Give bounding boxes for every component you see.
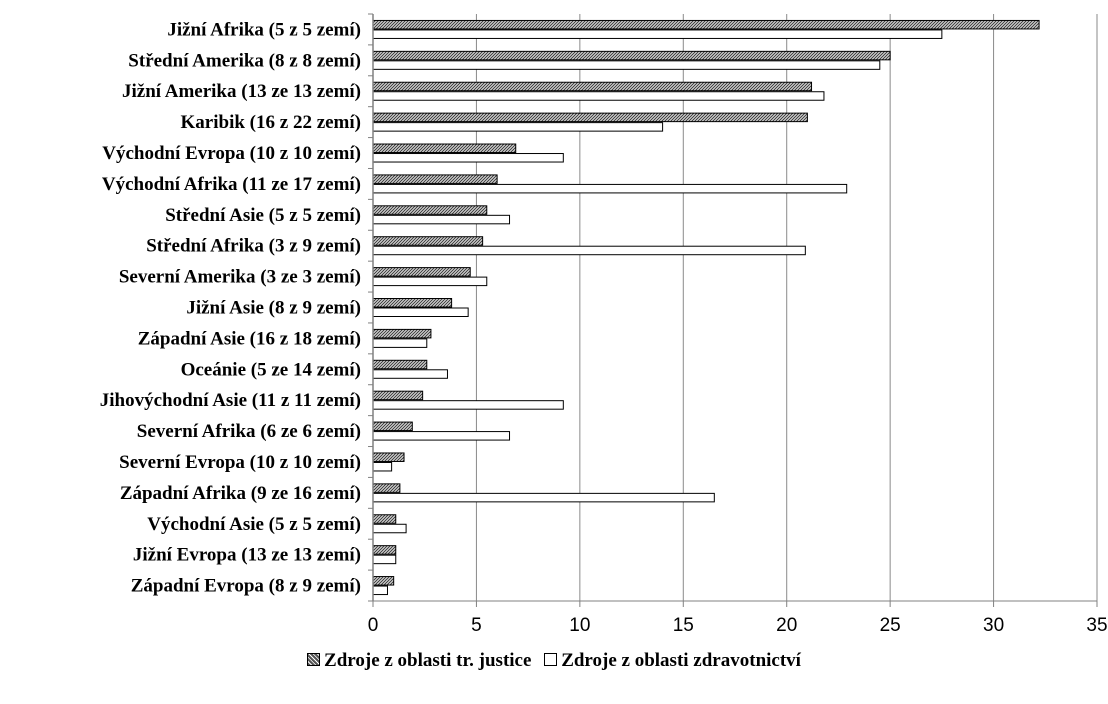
bar-justice bbox=[372, 19, 1040, 30]
bar-justice bbox=[372, 81, 813, 92]
bars-layer bbox=[372, 19, 1040, 596]
category-label: Východní Afrika (11 ze 17 zemí) bbox=[102, 174, 361, 195]
bar-health bbox=[372, 183, 848, 194]
x-tick-label: 10 bbox=[569, 615, 590, 636]
category-label: Západní Afrika (9 ze 16 zemí) bbox=[120, 483, 361, 504]
x-tick-label: 30 bbox=[983, 615, 1004, 636]
legend: Zdroje z oblasti tr. justice Zdroje z ob… bbox=[0, 650, 1108, 672]
bar-justice bbox=[372, 483, 401, 493]
bar-justice bbox=[372, 205, 488, 215]
bar-health bbox=[372, 214, 511, 225]
category-label: Východní Evropa (10 z 10 zemí) bbox=[102, 143, 361, 164]
bar-justice bbox=[372, 514, 397, 524]
bar-justice bbox=[372, 298, 453, 308]
bar-health bbox=[372, 554, 397, 565]
bar-justice bbox=[372, 421, 413, 432]
grid-layer bbox=[475, 14, 1098, 601]
bar-health bbox=[372, 153, 564, 163]
bar-justice bbox=[372, 576, 395, 586]
category-label: Jihovýchodní Asie (11 z 11 zemí) bbox=[100, 390, 361, 411]
bar-health bbox=[372, 307, 469, 317]
bar-health bbox=[372, 492, 715, 503]
bar-justice bbox=[372, 359, 428, 370]
x-tick-label: 15 bbox=[673, 615, 694, 636]
category-label: Severní Evropa (10 z 10 zemí) bbox=[119, 452, 361, 473]
category-label: Jižní Asie (8 z 9 zemí) bbox=[186, 298, 361, 319]
category-label: Západní Asie (16 z 18 zemí) bbox=[138, 328, 361, 349]
bar-health bbox=[372, 122, 664, 132]
bar-health bbox=[372, 523, 407, 534]
legend-label-justice: Zdroje z oblasti tr. justice bbox=[324, 650, 532, 671]
bar-health bbox=[372, 400, 564, 410]
labels-layer: 0 5 10 15 20 25 30 35 Jižní Afrika (5 z 5 zemí) S… bbox=[100, 19, 1108, 636]
bar-health bbox=[372, 60, 881, 70]
category-label: Oceánie (5 ze 14 zemí) bbox=[181, 359, 361, 380]
category-label: Střední Asie (5 z 5 zemí) bbox=[165, 205, 361, 226]
x-tick-label: 20 bbox=[776, 615, 797, 636]
bar-justice bbox=[372, 174, 498, 184]
x-tick-label: 5 bbox=[471, 615, 482, 636]
category-label: Východní Asie (5 z 5 zemí) bbox=[147, 514, 361, 535]
bar-justice bbox=[372, 545, 397, 555]
bar-health bbox=[372, 276, 488, 287]
bar-health bbox=[372, 461, 393, 472]
bar-health bbox=[372, 29, 943, 39]
bar-health bbox=[372, 585, 388, 596]
bar-health bbox=[372, 245, 806, 256]
bar-health bbox=[372, 338, 428, 348]
axis-layer bbox=[368, 13, 1098, 607]
bar-health bbox=[372, 369, 448, 379]
category-label: Severní Amerika (3 ze 3 zemí) bbox=[119, 267, 361, 288]
bar-justice bbox=[372, 390, 424, 401]
legend-swatch-justice bbox=[307, 653, 321, 667]
bar-health bbox=[372, 431, 511, 441]
category-label: Střední Amerika (8 z 8 zemí) bbox=[128, 50, 361, 71]
category-label: Jižní Afrika (5 z 5 zemí) bbox=[167, 19, 361, 40]
bar-justice bbox=[372, 143, 517, 154]
legend-item-justice: Zdroje z oblasti tr. justice bbox=[307, 650, 531, 672]
bar-justice bbox=[372, 267, 471, 277]
legend-item-health: Zdroje z oblasti zdravotnictví bbox=[544, 650, 801, 672]
legend-label-health: Zdroje z oblasti zdravotnictví bbox=[561, 650, 801, 671]
bar-justice bbox=[372, 452, 405, 462]
bar-justice bbox=[372, 236, 484, 246]
category-label: Jižní Evropa (13 ze 13 zemí) bbox=[133, 545, 361, 566]
x-tick-label: 0 bbox=[368, 615, 379, 636]
x-tick-label: 25 bbox=[880, 615, 901, 636]
category-label: Severní Afrika (6 ze 6 zemí) bbox=[137, 421, 361, 442]
legend-swatch-health bbox=[544, 653, 558, 667]
bar-justice bbox=[372, 328, 432, 339]
bar-justice bbox=[372, 112, 808, 123]
bar-justice bbox=[372, 50, 891, 61]
category-label: Karibik (16 z 22 zemí) bbox=[181, 112, 361, 133]
category-label: Jižní Amerika (13 ze 13 zemí) bbox=[122, 81, 361, 102]
category-label: Střední Afrika (3 z 9 zemí) bbox=[146, 236, 361, 257]
bar-health bbox=[372, 91, 825, 101]
category-label: Západní Evropa (8 z 9 zemí) bbox=[131, 576, 361, 597]
x-tick-label: 35 bbox=[1086, 615, 1107, 636]
